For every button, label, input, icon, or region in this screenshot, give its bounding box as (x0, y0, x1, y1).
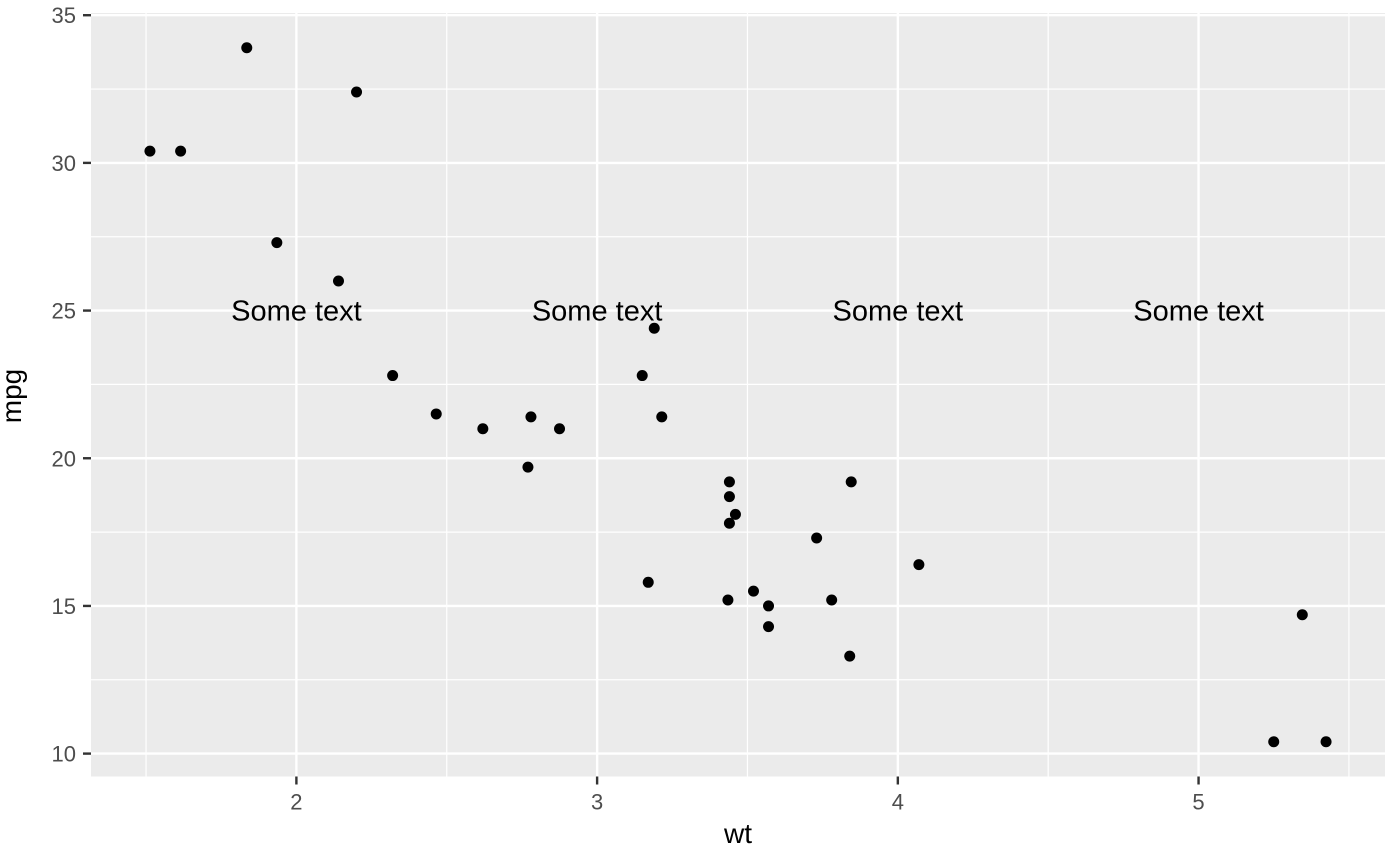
data-point (642, 576, 654, 588)
data-point (722, 594, 734, 606)
plot-panel-background (91, 13, 1385, 777)
data-point (144, 145, 156, 157)
data-point (477, 423, 489, 435)
data-point (729, 508, 741, 520)
data-point (747, 585, 759, 597)
data-point (525, 411, 537, 423)
y-axis-tick-label: 10 (52, 742, 76, 767)
data-point (844, 650, 856, 662)
data-point (241, 42, 253, 54)
annotation-text: Some text (231, 296, 362, 328)
x-axis-tick-label: 4 (892, 790, 904, 815)
y-axis-tick-label: 35 (52, 3, 76, 28)
y-axis-tick-label: 25 (52, 299, 76, 324)
data-point (1320, 736, 1332, 748)
data-point (1268, 736, 1280, 748)
data-point (636, 370, 648, 382)
y-axis-tick-label: 20 (52, 446, 76, 471)
annotation-text: Some text (833, 296, 964, 328)
data-point (913, 559, 925, 571)
data-point (554, 423, 566, 435)
annotation-text: Some text (1133, 296, 1264, 328)
data-point (656, 411, 668, 423)
x-axis-tick-label: 3 (591, 790, 603, 815)
data-point (763, 621, 775, 633)
data-point (648, 322, 660, 334)
data-point (271, 237, 283, 249)
data-point (1296, 609, 1308, 621)
data-point (723, 491, 735, 503)
data-point (826, 594, 838, 606)
data-point (723, 476, 735, 488)
y-axis-tick-label: 30 (52, 151, 76, 176)
x-axis-tick-label: 2 (290, 790, 302, 815)
data-point (522, 461, 534, 473)
data-point (430, 408, 442, 420)
data-point (763, 600, 775, 612)
annotation-text: Some text (532, 296, 663, 328)
data-point (175, 145, 187, 157)
x-axis-tick-label: 5 (1192, 790, 1204, 815)
data-point (351, 86, 363, 98)
y-axis-tick-label: 15 (52, 594, 76, 619)
data-point (811, 532, 823, 544)
data-point (387, 370, 399, 382)
data-point (845, 476, 857, 488)
data-point (723, 517, 735, 529)
data-point (332, 275, 344, 287)
